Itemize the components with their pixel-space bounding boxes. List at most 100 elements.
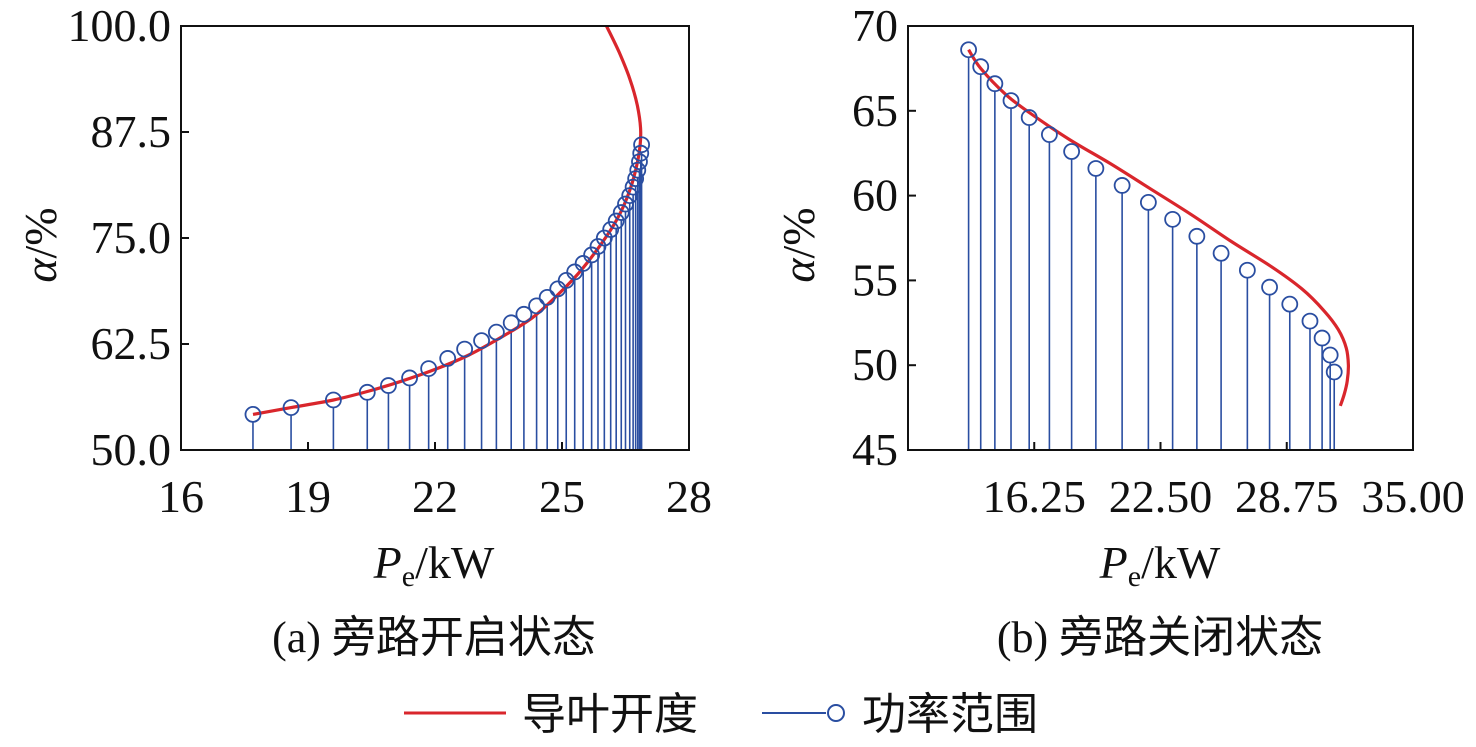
x-tick-labels-b: 16.25 22.50 28.75 35.00 (983, 471, 1465, 522)
y-tick-labels-b: 45 50 55 60 65 70 (852, 0, 898, 475)
stem-marker (972, 58, 990, 76)
y-tick-labels-a: 50.0 62.5 75.0 87.5 100.0 (68, 0, 172, 475)
blue-circle-marker-icon (827, 704, 845, 722)
stem-marker (1063, 143, 1081, 160)
curve-series-b (960, 41, 1351, 407)
x-tick-label: 16 (158, 471, 204, 522)
x-axis-title-a: Pe/kW (373, 537, 495, 593)
stem-marker (528, 297, 545, 315)
stem-marker (1261, 278, 1278, 296)
stem-marker (574, 255, 592, 272)
stem-marker (1041, 126, 1058, 143)
stem-marker (617, 195, 634, 213)
stem-marker (583, 246, 601, 264)
stem-marker (244, 405, 262, 423)
stem-marker (1313, 329, 1331, 347)
stem-marker (502, 314, 520, 332)
y-tick-label: 87.5 (91, 106, 172, 157)
x-tick-label: 28.75 (1235, 471, 1339, 522)
stem-marker (420, 360, 438, 377)
plot-frame (180, 25, 690, 451)
stem-marker (627, 170, 645, 188)
legend: 导叶开度 功率范围 (404, 690, 1038, 739)
y-tick-label: 75.0 (91, 212, 172, 263)
stem-marker (324, 391, 342, 409)
stem-marker (612, 204, 630, 221)
stem-marker (1301, 312, 1319, 330)
y-tick-label: 45 (852, 424, 898, 475)
x-tick-label: 35.00 (1361, 471, 1465, 522)
x-tick-label: 22.50 (1109, 471, 1213, 522)
x-axis-title-b: Pe/kW (1099, 537, 1221, 593)
x-tick-labels-a: 16 19 22 25 28 (158, 471, 712, 522)
stem-marker (549, 280, 567, 298)
plot-frame (907, 25, 1414, 451)
stem-marker (602, 221, 620, 238)
legend-label-curve: 导叶开度 (522, 690, 698, 739)
stem-marker (515, 305, 533, 323)
stem-marker (401, 369, 419, 387)
stem-marker (557, 271, 575, 289)
axes-b (907, 25, 1414, 451)
stem-marker (960, 41, 977, 59)
y-tick-label: 50 (852, 339, 898, 390)
y-tick-label: 50.0 (91, 424, 172, 475)
stem-marker (358, 383, 376, 401)
x-tick-label: 25 (539, 471, 585, 522)
chart-panel-b: 16.25 22.50 28.75 35.00 45 50 55 60 65 70 α/% Pe… (773, 0, 1465, 662)
stem-marker (1281, 295, 1299, 313)
stem-marker (1188, 227, 1206, 245)
curve-series-a (244, 26, 650, 423)
stem-marker (282, 399, 300, 417)
stem-marker (624, 178, 642, 196)
stem-marker (456, 340, 474, 358)
stem-marker (1002, 92, 1020, 110)
stem-marker (621, 187, 639, 205)
stem-marker (473, 332, 490, 350)
legend-label-stem: 功率范围 (862, 690, 1038, 739)
stem-marker (1164, 210, 1182, 228)
x-tick-label: 16.25 (983, 471, 1087, 522)
stem-series-a (252, 151, 643, 450)
chart-panel-a: 16 19 22 25 28 50.0 62.5 75.0 87.5 100.0 α/% Pe/… (15, 0, 712, 662)
stem-marker (607, 212, 625, 230)
x-tick-label: 19 (285, 471, 331, 522)
stem-marker (1238, 261, 1256, 279)
stem-marker (595, 229, 613, 247)
stem-marker (629, 161, 647, 179)
x-tick-label: 22 (412, 471, 458, 522)
stem-marker (1325, 363, 1343, 381)
curve-line (967, 48, 1351, 407)
stem-marker (589, 238, 607, 255)
y-tick-label: 100.0 (68, 0, 172, 51)
stem-series-b (967, 56, 1336, 450)
y-tick-label: 60 (852, 170, 898, 221)
stem-marker (631, 153, 648, 171)
stem-marker (487, 323, 505, 341)
y-tick-label: 70 (852, 0, 898, 51)
stem-marker (1321, 346, 1339, 364)
stem-marker (439, 350, 457, 367)
stem-marker (1139, 193, 1157, 211)
y-axis-title-a: α/% (15, 207, 66, 282)
x-tick-label: 28 (666, 471, 712, 522)
stem-marker (566, 263, 584, 281)
y-tick-label: 55 (852, 254, 898, 305)
stem-marker (986, 75, 1004, 93)
y-tick-label: 65 (852, 85, 898, 136)
stem-marker (1212, 244, 1230, 262)
y-tick-label: 62.5 (91, 318, 172, 369)
stem-marker (633, 136, 650, 154)
caption-a: (a) 旁路开启状态 (272, 613, 596, 662)
stem-marker (380, 377, 397, 394)
stem-marker (1087, 160, 1105, 177)
axes-a (180, 25, 690, 451)
y-axis-title-b: α/% (773, 207, 824, 282)
caption-b: (b) 旁路关闭状态 (997, 613, 1323, 662)
stem-marker (1020, 109, 1038, 126)
stem-marker (1113, 177, 1131, 194)
stem-marker (538, 288, 556, 306)
curve-line (252, 26, 643, 416)
stem-marker (632, 144, 650, 162)
